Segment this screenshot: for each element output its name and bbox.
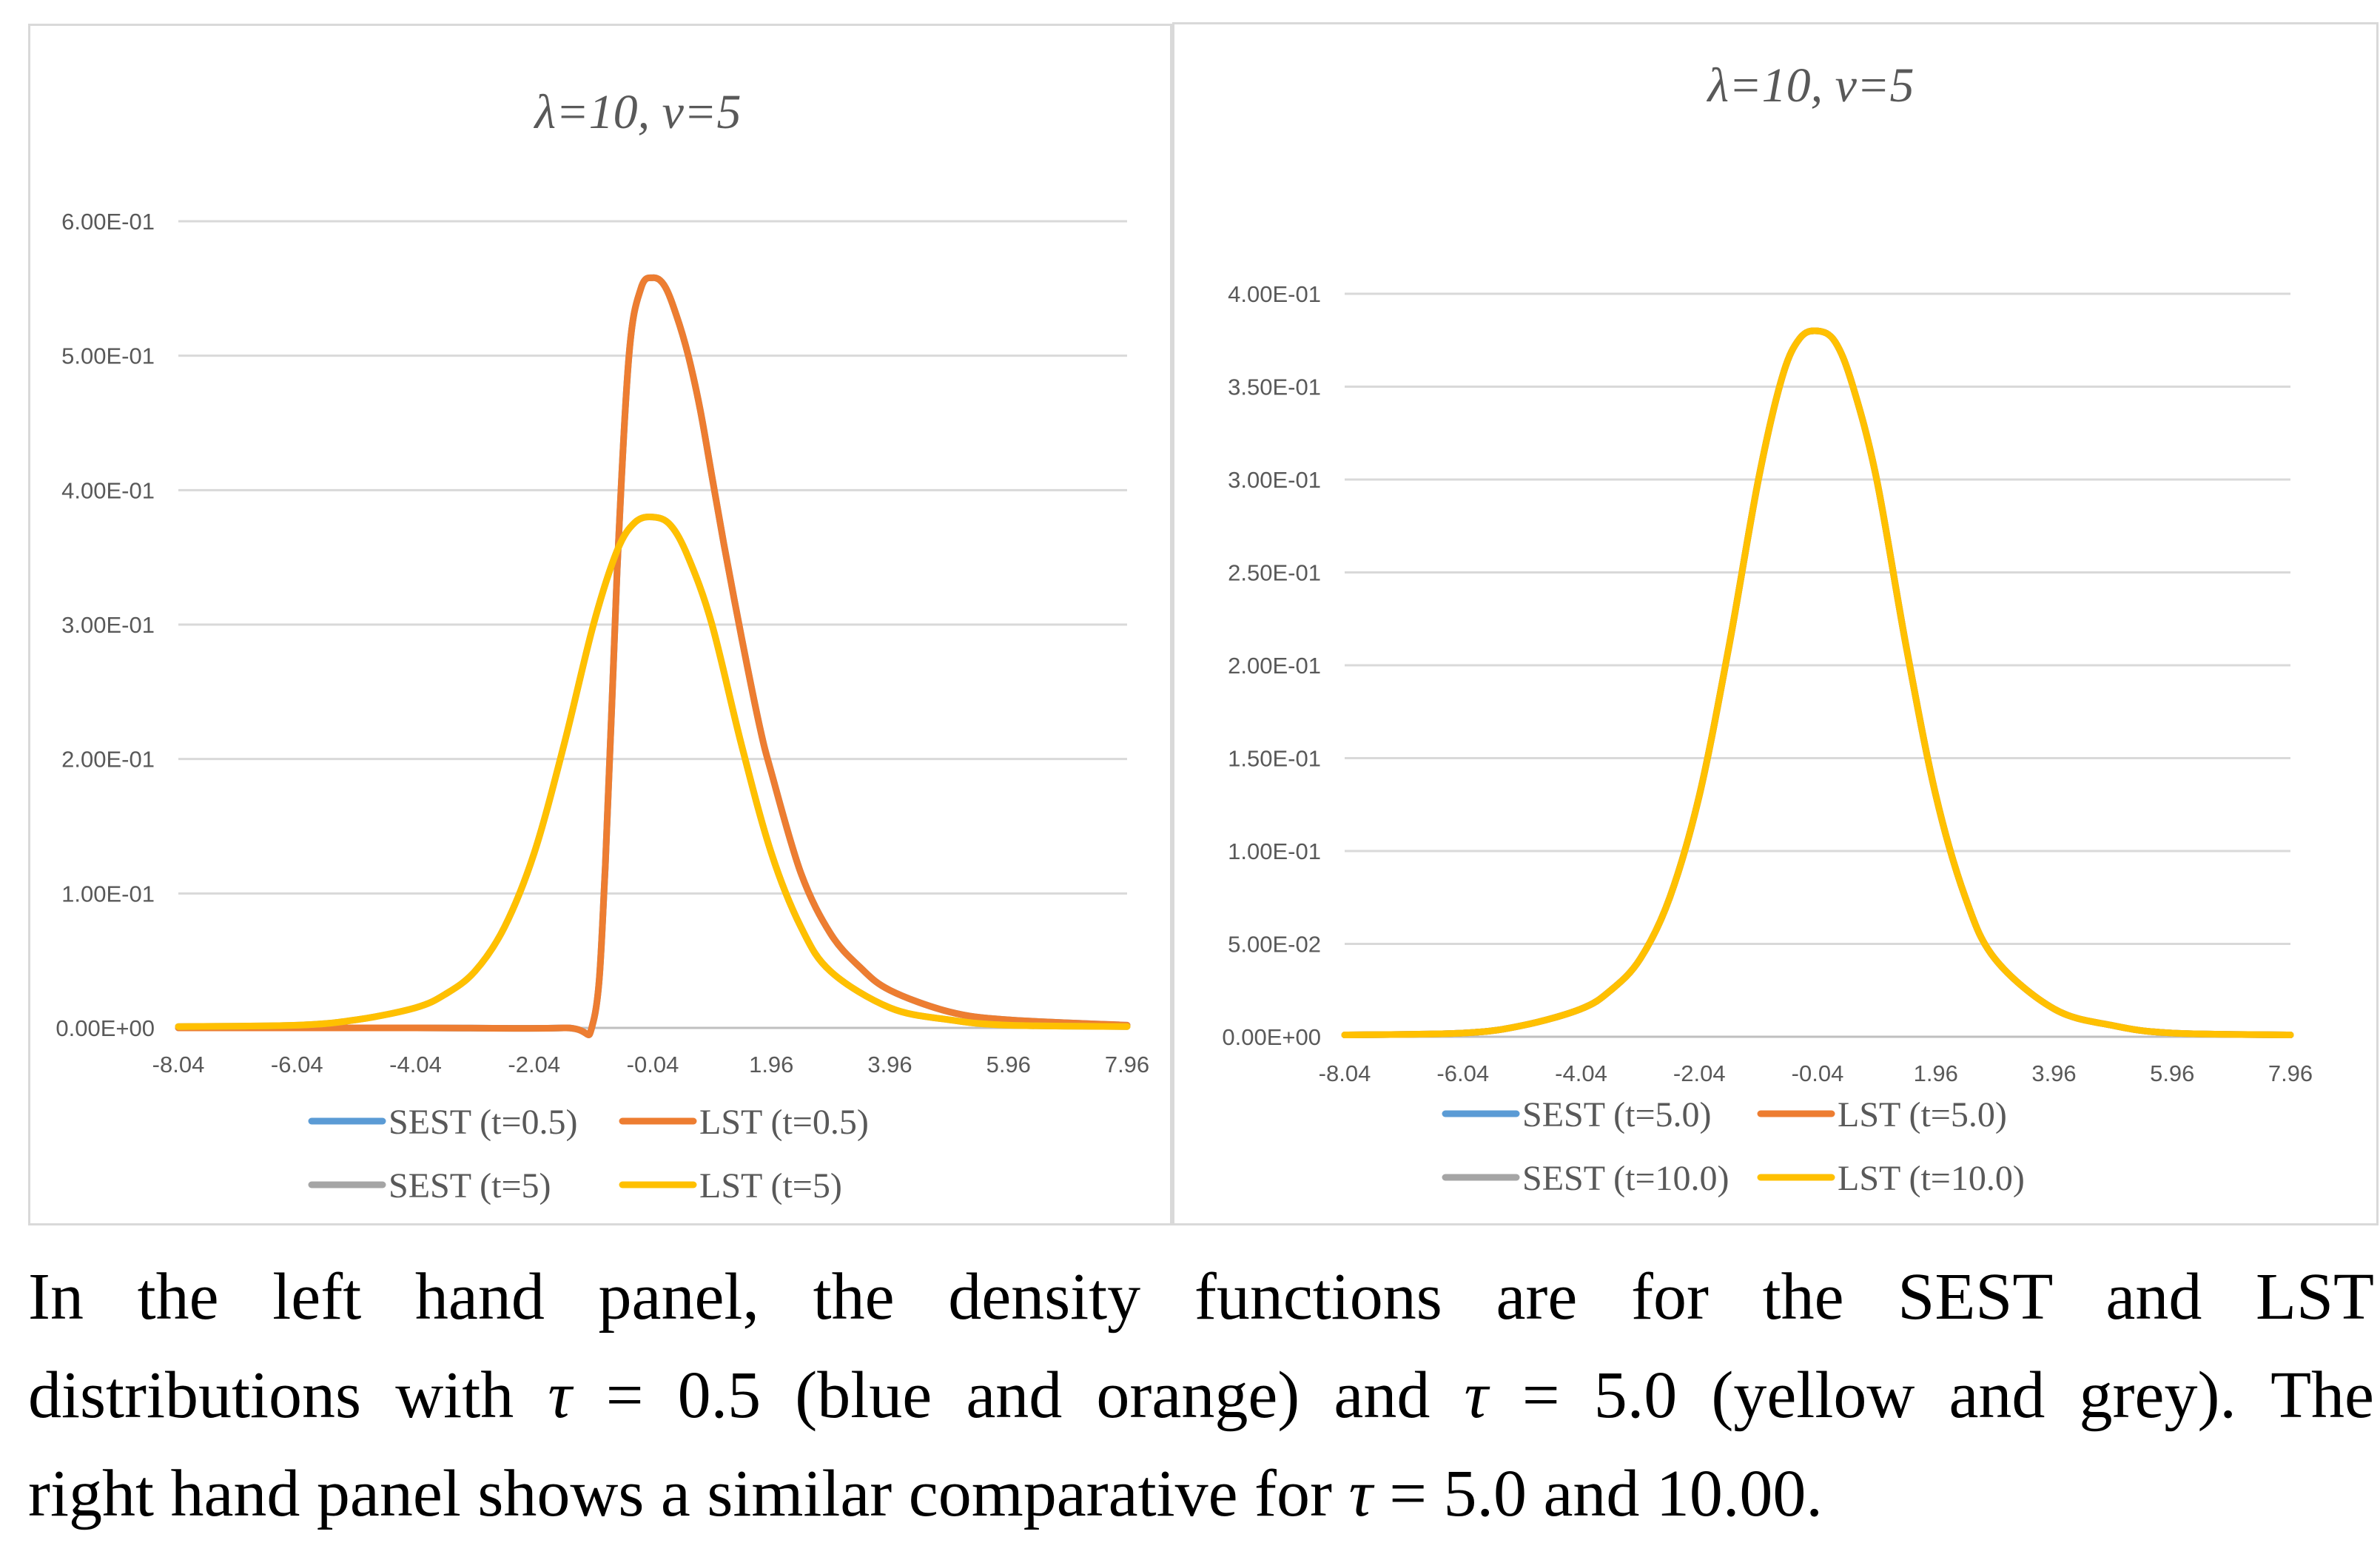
- x-tick-label: -6.04: [271, 1052, 323, 1077]
- y-tick-label: 1.00E-01: [61, 881, 155, 907]
- legend-label: SEST (t=5): [389, 1166, 551, 1205]
- y-tick-label: 2.00E-01: [1228, 653, 1321, 679]
- legend-label: LST (t=5): [699, 1166, 842, 1205]
- series-line-3: [175, 514, 1131, 1030]
- x-tick-label: 5.96: [986, 1052, 1031, 1077]
- y-tick-label: 1.50E-01: [1228, 746, 1321, 772]
- series-line-1: [1341, 327, 2294, 1038]
- series-line-1: [175, 274, 1131, 1038]
- series-line-4: [1341, 327, 2294, 1038]
- x-tick-label: -0.04: [1792, 1060, 1844, 1086]
- x-tick-label: -0.04: [627, 1052, 679, 1077]
- y-tick-label: 3.50E-01: [1228, 374, 1321, 400]
- y-tick-label: 4.00E-01: [61, 477, 155, 503]
- legend-label: SEST (t=10.0): [1522, 1159, 1729, 1198]
- chart-title: λ=10, ν=5: [534, 85, 742, 139]
- caption-line-2: distributions with τ = 0.5 (blue and ora…: [28, 1346, 2374, 1445]
- caption-line-1: In the left hand panel, the density func…: [28, 1260, 2374, 1334]
- caption-text: = 5.0 and 10.00.: [1372, 1457, 1823, 1530]
- right-chart-panel: λ=10, ν=5 0.00E+00 5.00E-02 1.00E-01 1.50E-0…: [1172, 22, 2379, 1225]
- y-tick-label: 2.00E-01: [61, 747, 155, 773]
- x-tick-label: 1.96: [1914, 1060, 1958, 1086]
- series-line-2: [1341, 327, 2294, 1038]
- y-tick-label: 2.50E-01: [1228, 560, 1321, 586]
- legend-label: SEST (t=0.5): [389, 1103, 578, 1142]
- caption-text: = 5.0 (yellow and grey). The: [1488, 1359, 2375, 1432]
- x-tick-label: -4.04: [1555, 1060, 1607, 1086]
- caption-text: = 0.5 (blue and orange) and: [571, 1359, 1465, 1432]
- series-line-2: [175, 274, 1131, 1038]
- y-tick-label: 6.00E-01: [61, 209, 155, 235]
- legend-label: LST (t=0.5): [699, 1103, 869, 1142]
- y-tick-label: 0.00E+00: [56, 1015, 155, 1041]
- y-tick-label: 0.00E+00: [1222, 1024, 1321, 1050]
- x-tick-label: 1.96: [749, 1052, 793, 1077]
- x-tick-label: 7.96: [1105, 1052, 1149, 1077]
- x-tick-label: -2.04: [508, 1052, 560, 1077]
- tau-symbol: τ: [548, 1359, 572, 1432]
- y-tick-label: 3.00E-01: [61, 612, 155, 638]
- right-chart-svg: λ=10, ν=5 0.00E+00 5.00E-02 1.00E-01 1.50E-0…: [1222, 58, 2313, 1198]
- left-chart-svg: λ=10, ν=5 0.00E+00 1.00E-01 2.00E-01 3.00E-0…: [56, 85, 1149, 1205]
- y-tick-label: 1.00E-01: [1228, 838, 1321, 864]
- chart-title: λ=10, ν=5: [1707, 58, 1915, 112]
- x-tick-label: -8.04: [1319, 1060, 1371, 1086]
- y-tick-label: 4.00E-01: [1228, 281, 1321, 307]
- tau-symbol: τ: [1464, 1359, 1488, 1432]
- caption-text: distributions with: [28, 1359, 548, 1432]
- x-tick-label: -4.04: [389, 1052, 442, 1077]
- tau-symbol: τ: [1348, 1457, 1373, 1530]
- figure-caption: In the left hand panel, the density func…: [28, 1248, 2374, 1543]
- legend-label: LST (t=10.0): [1838, 1159, 2025, 1198]
- x-tick-label: 7.96: [2268, 1060, 2313, 1086]
- series-line-3: [1341, 327, 2294, 1038]
- y-tick-label: 5.00E-02: [1228, 932, 1321, 958]
- series-line-4: [175, 514, 1131, 1030]
- legend-label: SEST (t=5.0): [1522, 1095, 1712, 1134]
- x-tick-label: 3.96: [867, 1052, 912, 1077]
- caption-line-3: right hand panel shows a similar compara…: [28, 1445, 2374, 1543]
- y-tick-label: 5.00E-01: [61, 343, 155, 369]
- x-tick-label: -6.04: [1436, 1060, 1489, 1086]
- y-tick-label: 3.00E-01: [1228, 467, 1321, 493]
- left-chart-panel: λ=10, ν=5 0.00E+00 1.00E-01 2.00E-01 3.00E-0…: [28, 24, 1172, 1225]
- caption-text: right hand panel shows a similar compara…: [28, 1457, 1349, 1530]
- x-tick-label: -2.04: [1673, 1060, 1726, 1086]
- x-tick-label: 5.96: [2150, 1060, 2194, 1086]
- x-tick-label: 3.96: [2031, 1060, 2076, 1086]
- legend-label: LST (t=5.0): [1838, 1095, 2007, 1134]
- x-tick-label: -8.04: [152, 1052, 205, 1077]
